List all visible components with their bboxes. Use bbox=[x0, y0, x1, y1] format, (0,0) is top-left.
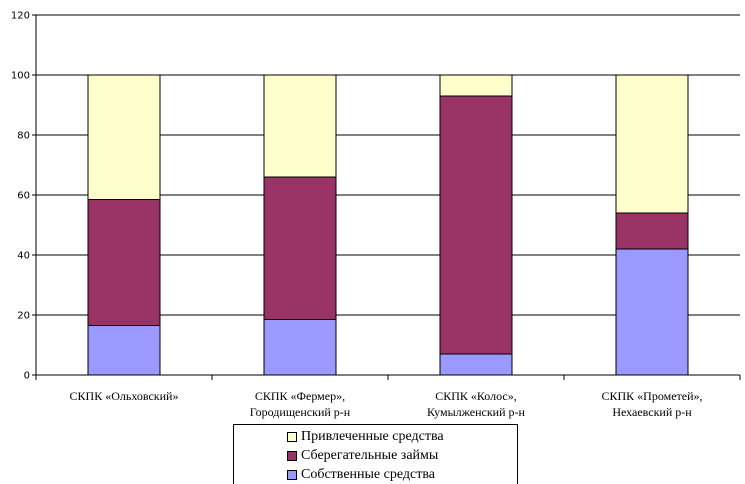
bar-segment bbox=[439, 95, 513, 355]
x-category-label: СКПК «Ольховский» bbox=[70, 389, 179, 403]
y-tick-label: 40 bbox=[17, 251, 30, 262]
bar-segment bbox=[439, 74, 513, 97]
x-category-label: СКПК «Прометей», bbox=[601, 389, 702, 403]
x-category-label: СКПК «Фермер», bbox=[255, 389, 345, 403]
x-category-label: Кумылженский р-н bbox=[427, 405, 525, 419]
bar-segment bbox=[87, 74, 161, 200]
stacked-bar-chart: 0 20 40 60 80 100 120 СКПК «Ольховский» СКПК «Фе… bbox=[11, 11, 741, 419]
y-tick-label: 60 bbox=[17, 191, 30, 202]
legend-swatch bbox=[287, 470, 297, 480]
legend-item-attracted-funds: Привлеченные средства bbox=[287, 428, 444, 446]
y-tick-label: 20 bbox=[17, 311, 30, 322]
x-category-label: Нехаевский р-н bbox=[612, 405, 692, 419]
legend-label: Привлеченные средства bbox=[301, 429, 444, 444]
y-tick-label: 100 bbox=[11, 71, 30, 82]
legend-label: Сберегательные займы bbox=[301, 448, 439, 463]
chart-legend: Привлеченные средства Сберегательные зай… bbox=[233, 424, 518, 484]
x-category-label: Городищенский р-н bbox=[250, 405, 351, 419]
bar-segment bbox=[87, 325, 161, 376]
bar-segment bbox=[615, 212, 689, 250]
legend-swatch bbox=[287, 451, 297, 461]
y-tick-label: 80 bbox=[17, 131, 30, 142]
legend-item-savings-loans: Сберегательные займы bbox=[287, 447, 438, 465]
legend-label: Собственные средства bbox=[301, 467, 435, 482]
bar-segment bbox=[263, 319, 337, 376]
bar-segment bbox=[87, 199, 161, 326]
bar-segment bbox=[615, 74, 689, 214]
y-tick-label: 120 bbox=[11, 11, 30, 22]
x-category-label: СКПК «Колос», bbox=[435, 389, 517, 403]
bar-segment bbox=[263, 176, 337, 320]
bar-segment bbox=[615, 248, 689, 376]
legend-item-own-funds: Собственные средства bbox=[287, 466, 435, 484]
y-tick-label: 0 bbox=[24, 371, 30, 382]
bar-segment bbox=[439, 353, 513, 376]
legend-swatch bbox=[287, 432, 297, 442]
bar-segment bbox=[263, 74, 337, 178]
